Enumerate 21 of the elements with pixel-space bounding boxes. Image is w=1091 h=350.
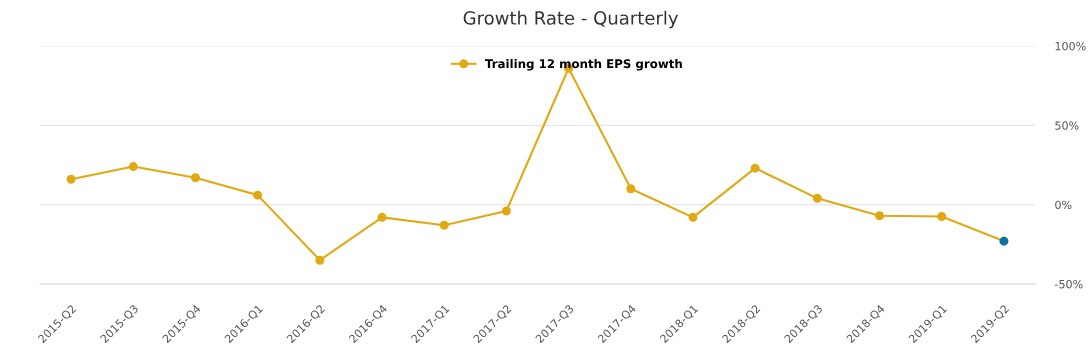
y-tick-label: 50% xyxy=(1055,121,1079,130)
y-tick-label: 100% xyxy=(1055,41,1086,51)
point xyxy=(439,220,449,230)
point xyxy=(937,212,947,222)
point xyxy=(253,190,263,200)
point xyxy=(501,206,511,216)
legend-label: Trailing 12 month EPS growth xyxy=(485,59,682,71)
point xyxy=(750,163,760,173)
point xyxy=(315,255,325,265)
point xyxy=(812,193,822,203)
point xyxy=(190,173,200,183)
point xyxy=(875,211,885,221)
chart-title: Growth Rate - Quarterly xyxy=(463,10,679,29)
point xyxy=(999,236,1009,246)
point xyxy=(626,184,636,194)
point xyxy=(128,162,138,172)
point xyxy=(66,174,76,184)
y-tick-label: 0% xyxy=(1055,200,1072,210)
point xyxy=(377,212,387,222)
y-tick-label: -50% xyxy=(1054,279,1083,289)
point xyxy=(688,212,698,222)
